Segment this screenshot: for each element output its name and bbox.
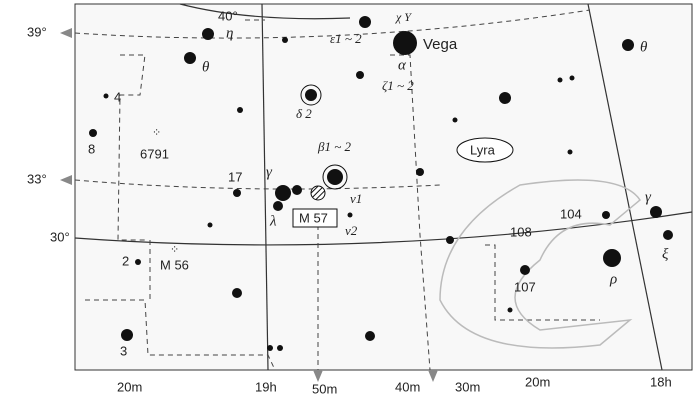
ra-label: 18h	[650, 374, 672, 389]
dec-label: 33°	[27, 171, 47, 186]
arrow	[60, 175, 72, 185]
dec-label: 30°	[50, 229, 70, 244]
star-label: θ	[640, 39, 648, 55]
star-label: χ Υ	[395, 10, 412, 24]
star-label: ν1	[350, 191, 362, 206]
cluster-mark: ⁘	[170, 244, 179, 256]
ra-line	[261, 3, 269, 371]
object-label: 6791	[140, 146, 169, 161]
star-label: 4	[114, 89, 121, 104]
ra-label: 40m	[395, 379, 420, 394]
boundary	[245, 19, 600, 371]
ra-label: 20m	[117, 379, 142, 394]
star-label: 2	[122, 253, 129, 268]
ra-line	[587, 3, 663, 371]
dec-guide	[74, 9, 591, 39]
label-box	[456, 137, 514, 163]
dec-label: 39°	[27, 24, 47, 39]
star-label: γ	[645, 189, 652, 205]
stars	[89, 16, 673, 351]
star-label: λ	[269, 213, 277, 229]
star-label: 3	[120, 343, 127, 358]
boundary	[85, 54, 276, 371]
ra-label: 30m	[455, 379, 480, 394]
star-label: ζ1 ~ 2	[382, 78, 414, 93]
arrow	[313, 370, 323, 382]
star-label: ν2	[345, 223, 358, 238]
star-label: β1 ~ 2	[317, 139, 352, 154]
star-label: η	[226, 25, 233, 41]
cluster-mark: ⁘	[152, 127, 161, 139]
star-label: ε1 ~ 2	[330, 31, 362, 46]
star-label: ρ	[609, 271, 617, 287]
label-box	[292, 208, 338, 228]
ra-label: 19h	[255, 379, 277, 394]
dec-guide	[74, 179, 441, 190]
arrow	[60, 28, 72, 38]
arrow	[428, 370, 438, 382]
object-label: M 57	[299, 210, 328, 225]
ra-label: 20m	[525, 374, 550, 389]
star-label: ξ	[662, 246, 669, 262]
object-label: M 56	[160, 257, 189, 272]
dec-label: 40°	[218, 8, 238, 23]
ra-label: 50m	[312, 381, 337, 396]
star-label: θ	[202, 59, 210, 75]
star-label: 108	[510, 224, 532, 239]
star-label: δ 2	[296, 106, 312, 121]
star-label: α	[398, 57, 407, 73]
dec-line	[179, 3, 351, 20]
star-label: 107	[514, 279, 536, 294]
star-label: Vega	[423, 36, 458, 53]
star-label: 104	[560, 206, 582, 221]
figure	[439, 179, 641, 349]
star-label: 8	[88, 141, 95, 156]
constellation-label: Lyra	[470, 142, 496, 157]
star-label: γ	[266, 164, 273, 180]
star-label: 17	[228, 169, 242, 184]
